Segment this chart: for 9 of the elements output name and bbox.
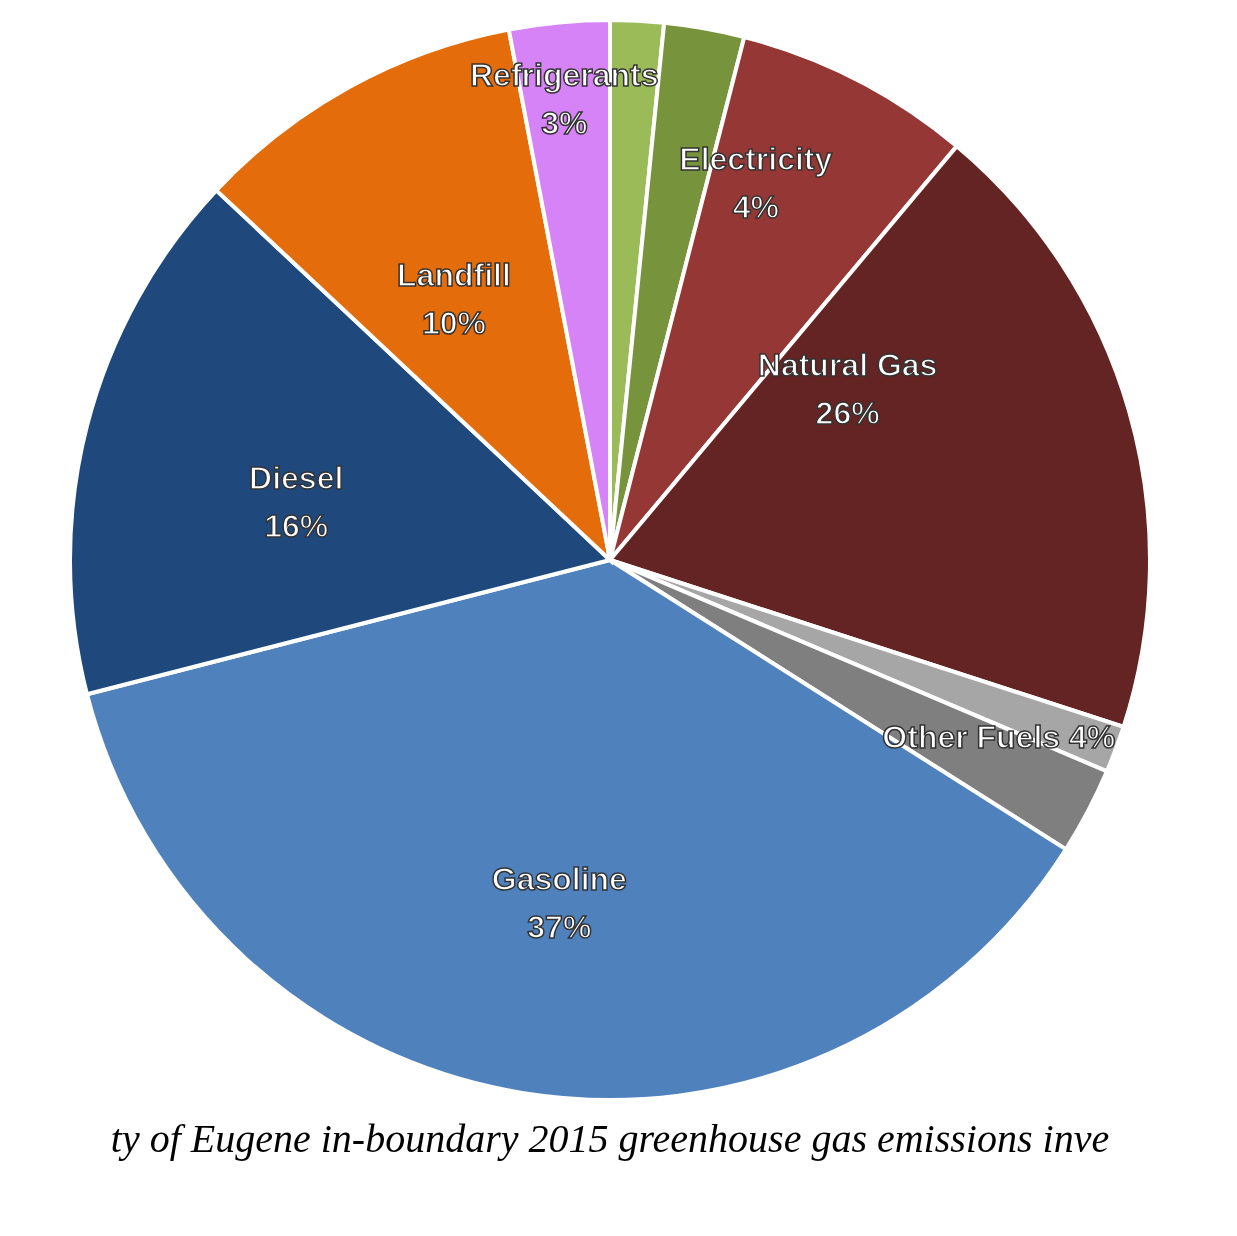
slice-label: Refrigerants	[470, 57, 659, 94]
text: ty of Eugene in-boundary 2015 greenhouse gas emissions inve	[110, 1116, 1110, 1161]
data-label: 10%	[421, 305, 486, 342]
data-label: 3%	[541, 105, 588, 142]
slice-label: Diesel	[249, 460, 344, 497]
slice-label: Gasoline	[491, 861, 627, 898]
data-label: 16%	[264, 508, 329, 545]
slice-label: Landfill	[397, 257, 511, 294]
data-label: 37%	[527, 909, 592, 946]
